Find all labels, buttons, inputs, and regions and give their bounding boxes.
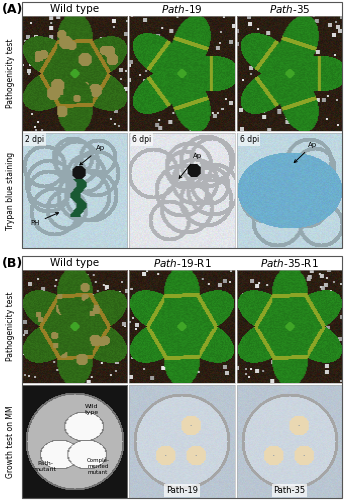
Bar bbox=[22, 133, 127, 248]
Bar bbox=[237, 385, 342, 498]
Text: Ap: Ap bbox=[179, 154, 202, 178]
Bar bbox=[129, 16, 235, 131]
Bar bbox=[22, 385, 127, 498]
Bar bbox=[22, 2, 342, 248]
Bar bbox=[237, 133, 342, 248]
Text: Wild type: Wild type bbox=[50, 4, 99, 14]
Bar bbox=[129, 133, 235, 248]
Text: (B): (B) bbox=[2, 258, 23, 270]
Bar bbox=[237, 16, 342, 131]
Text: 6 dpi: 6 dpi bbox=[132, 135, 152, 144]
Text: $\it{Path}$-35: $\it{Path}$-35 bbox=[269, 3, 310, 15]
Text: Path-35: Path-35 bbox=[273, 486, 305, 495]
Text: (A): (A) bbox=[2, 4, 23, 16]
Text: Path-
mutant: Path- mutant bbox=[34, 461, 57, 472]
Text: 6 dpi: 6 dpi bbox=[240, 135, 259, 144]
Text: $\it{Path}$-19-R1: $\it{Path}$-19-R1 bbox=[153, 257, 212, 269]
Text: 2 dpi: 2 dpi bbox=[25, 135, 44, 144]
Text: Ap: Ap bbox=[80, 145, 105, 165]
Text: $\it{Path}$-19: $\it{Path}$-19 bbox=[161, 3, 203, 15]
Bar bbox=[237, 270, 342, 383]
Text: Pathogenicity test: Pathogenicity test bbox=[7, 39, 15, 108]
Text: Path-19: Path-19 bbox=[166, 486, 198, 495]
Text: Comple-
mented
mutant: Comple- mented mutant bbox=[86, 458, 109, 474]
Text: Pathogenicity test: Pathogenicity test bbox=[7, 292, 15, 361]
Text: Wild type: Wild type bbox=[50, 258, 99, 268]
Text: Wild
type: Wild type bbox=[85, 404, 99, 415]
Text: Ap: Ap bbox=[294, 142, 318, 163]
Bar bbox=[22, 270, 127, 383]
Bar bbox=[129, 385, 235, 498]
Bar bbox=[129, 270, 235, 383]
Text: PH: PH bbox=[30, 212, 58, 226]
Text: $\it{Path}$-35-R1: $\it{Path}$-35-R1 bbox=[260, 257, 319, 269]
Bar bbox=[22, 16, 127, 131]
Text: Trypan blue staining: Trypan blue staining bbox=[7, 152, 15, 230]
Bar bbox=[22, 256, 342, 498]
Text: Growth test on MM: Growth test on MM bbox=[7, 405, 15, 478]
